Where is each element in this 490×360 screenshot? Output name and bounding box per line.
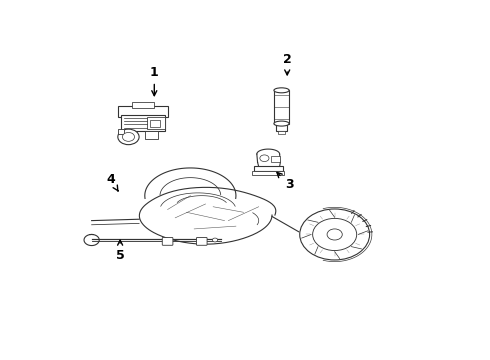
FancyBboxPatch shape <box>196 238 207 245</box>
FancyBboxPatch shape <box>118 129 124 134</box>
FancyBboxPatch shape <box>271 156 280 162</box>
Ellipse shape <box>274 88 289 93</box>
Ellipse shape <box>274 121 289 126</box>
FancyBboxPatch shape <box>252 171 284 175</box>
Text: 3: 3 <box>277 172 294 191</box>
Text: 1: 1 <box>150 66 159 96</box>
FancyBboxPatch shape <box>118 106 168 117</box>
FancyBboxPatch shape <box>145 131 158 139</box>
FancyBboxPatch shape <box>254 166 283 171</box>
Circle shape <box>212 238 218 242</box>
Circle shape <box>122 132 135 141</box>
FancyBboxPatch shape <box>276 123 287 131</box>
Text: 2: 2 <box>283 53 292 75</box>
FancyBboxPatch shape <box>121 115 165 131</box>
Circle shape <box>327 229 342 240</box>
FancyBboxPatch shape <box>274 90 289 123</box>
Circle shape <box>118 129 139 145</box>
Circle shape <box>313 219 357 251</box>
FancyBboxPatch shape <box>150 120 160 127</box>
Circle shape <box>260 155 269 162</box>
Text: 5: 5 <box>116 240 124 262</box>
FancyBboxPatch shape <box>147 117 165 129</box>
FancyBboxPatch shape <box>278 131 285 134</box>
FancyBboxPatch shape <box>131 102 154 108</box>
FancyBboxPatch shape <box>162 238 173 245</box>
Circle shape <box>300 209 369 260</box>
Text: 4: 4 <box>106 172 118 191</box>
